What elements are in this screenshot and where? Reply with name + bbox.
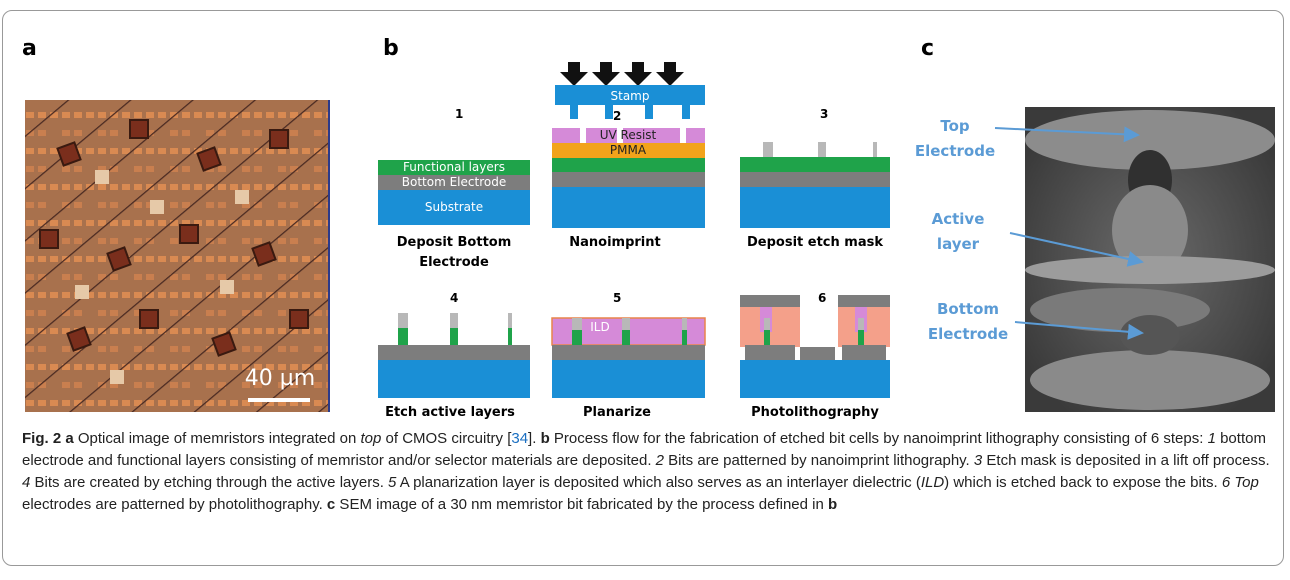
caption-text: Optical image of memristors integrated o… [74,430,361,447]
layer-label: ILD [590,320,609,334]
step-caption: Etch active layers [385,405,515,420]
step-diagram [552,318,705,398]
step-number: 4 [450,291,458,305]
caption-text: 2 [656,452,664,469]
caption-text: Process flow for the fabrication of etch… [550,430,1208,447]
step-number: 6 [818,291,826,305]
caption-text: b [541,430,550,447]
annotation: layer [937,235,980,253]
caption-text: Bits are patterned by nanoimprint lithog… [664,452,974,469]
scale-bar-label: 40 µm [245,366,315,391]
layer-label: Bottom Electrode [402,175,506,189]
caption-text: a [65,430,73,447]
caption-text: ILD [921,474,944,491]
caption-text: b [828,496,837,513]
caption-text: SEM image of a 30 nm memristor bit fabri… [335,496,828,513]
page: a b c 40 µm Functional layers Bottom Ele… [0,0,1290,580]
caption-text[interactable]: 34 [511,430,528,447]
step-diagram [740,142,890,228]
caption-text: Fig. 2 [22,430,61,447]
annotation: Top [940,117,970,135]
step-caption: Planarize [583,405,651,420]
sem-image [1025,107,1275,412]
layer-label: Stamp [611,89,650,103]
step-diagram [740,295,890,398]
caption-text: ]. [528,430,541,447]
panel-label: b [383,36,399,61]
figure: a b c 40 µm Functional layers Bottom Ele… [0,0,1290,425]
step-caption: Photolithography [751,405,879,420]
caption-text: c [327,496,335,513]
caption-text: of CMOS circuitry [ [381,430,511,447]
layer-label: Substrate [425,200,483,214]
annotation: Active [932,210,985,228]
caption-text: 3 [974,452,982,469]
figure-caption: Fig. 2 a Optical image of memristors int… [22,428,1272,516]
caption-text: Etch mask is deposited in a lift off pro… [982,452,1269,469]
step-caption: Deposit Bottom [397,235,512,250]
caption-text: electrodes are patterned by photolithogr… [22,496,327,513]
layer-label: UV Resist [600,128,657,142]
step-number: 5 [613,291,621,305]
annotation: Bottom [937,300,999,318]
step-caption: Electrode [419,255,489,270]
caption-text: A planarization layer is deposited which… [396,474,920,491]
panel-label: c [921,36,934,61]
layer-label: Functional layers [403,160,505,174]
caption-text: ) which is etched back to expose the bit… [944,474,1222,491]
step-number: 3 [820,107,828,121]
scale-bar [248,398,310,402]
step-caption: Deposit etch mask [747,235,883,250]
step-diagram [378,313,530,398]
step-number: 2 [613,109,621,123]
annotation: Electrode [915,142,995,160]
step-number: 1 [455,107,463,121]
caption-text: Bits are created by etching through the … [30,474,388,491]
caption-text: 6 Top [1222,474,1259,491]
caption-text: 1 [1208,430,1216,447]
panel-label: a [22,36,37,61]
layer-label: PMMA [610,143,647,157]
step-caption: Nanoimprint [569,235,660,250]
caption-text: top [360,430,381,447]
annotation: Electrode [928,325,1008,343]
